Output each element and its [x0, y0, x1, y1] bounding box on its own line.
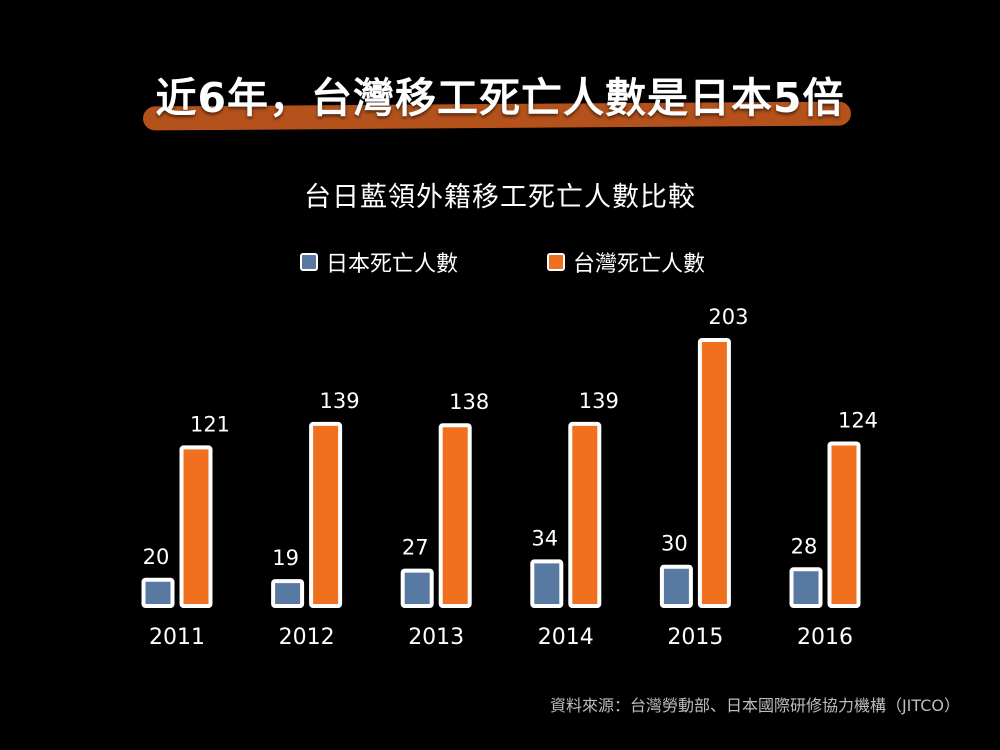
data-label-taiwan-2016: 124	[838, 409, 878, 433]
data-label-japan-2011: 20	[143, 545, 170, 569]
legend-item-taiwan: 台灣死亡人數	[547, 244, 705, 280]
chart-legend: 日本死亡人數 台灣死亡人數	[0, 244, 1000, 280]
bar-japan-2015	[659, 564, 693, 609]
data-label-japan-2012: 19	[272, 546, 299, 570]
legend-label-taiwan: 台灣死亡人數	[573, 252, 706, 277]
bar-japan-2016	[789, 567, 823, 608]
x-tick-label-2012: 2012	[279, 625, 335, 650]
data-label-taiwan-2011: 121	[190, 412, 230, 436]
x-tick-label-2014: 2014	[538, 625, 594, 650]
legend-label-japan: 日本死亡人數	[326, 252, 459, 277]
data-label-japan-2016: 28	[791, 534, 818, 558]
data-label-taiwan-2015: 203	[708, 305, 748, 329]
bar-taiwan-2015	[697, 338, 731, 608]
data-label-japan-2013: 27	[402, 536, 429, 560]
headline: 近6年，台灣移工死亡人數是日本5倍	[155, 74, 845, 122]
x-tick-label-2011: 2011	[149, 625, 205, 650]
headline-banner: 近6年，台灣移工死亡人數是日本5倍	[0, 68, 1000, 138]
data-label-taiwan-2014: 139	[579, 389, 619, 413]
chart-title: 台日藍領外籍移工死亡人數比較	[304, 182, 696, 213]
data-label-japan-2014: 34	[531, 526, 558, 550]
data-label-taiwan-2012: 139	[320, 389, 360, 413]
x-tick-label-2015: 2015	[667, 625, 723, 650]
x-tick-label-2016: 2016	[797, 625, 853, 650]
bar-japan-2014	[530, 559, 564, 609]
data-label-taiwan-2013: 138	[449, 390, 489, 414]
legend-item-japan: 日本死亡人數	[300, 244, 458, 280]
bar-taiwan-2014	[568, 421, 602, 608]
x-tick-label-2013: 2013	[408, 625, 464, 650]
data-label-japan-2015: 30	[661, 532, 688, 556]
bar-taiwan-2013	[438, 423, 472, 609]
bar-taiwan-2016	[827, 441, 861, 608]
bar-japan-2011	[141, 577, 175, 608]
bar-japan-2013	[400, 568, 434, 608]
bar-taiwan-2012	[309, 421, 343, 608]
legend-swatch-japan	[300, 253, 318, 271]
legend-swatch-taiwan	[547, 253, 565, 271]
bar-japan-2012	[271, 579, 305, 608]
source-note: 資料來源：台灣勞動部、日本國際研修協力機構（JITCO）	[549, 696, 960, 715]
bar-taiwan-2011	[179, 445, 213, 608]
